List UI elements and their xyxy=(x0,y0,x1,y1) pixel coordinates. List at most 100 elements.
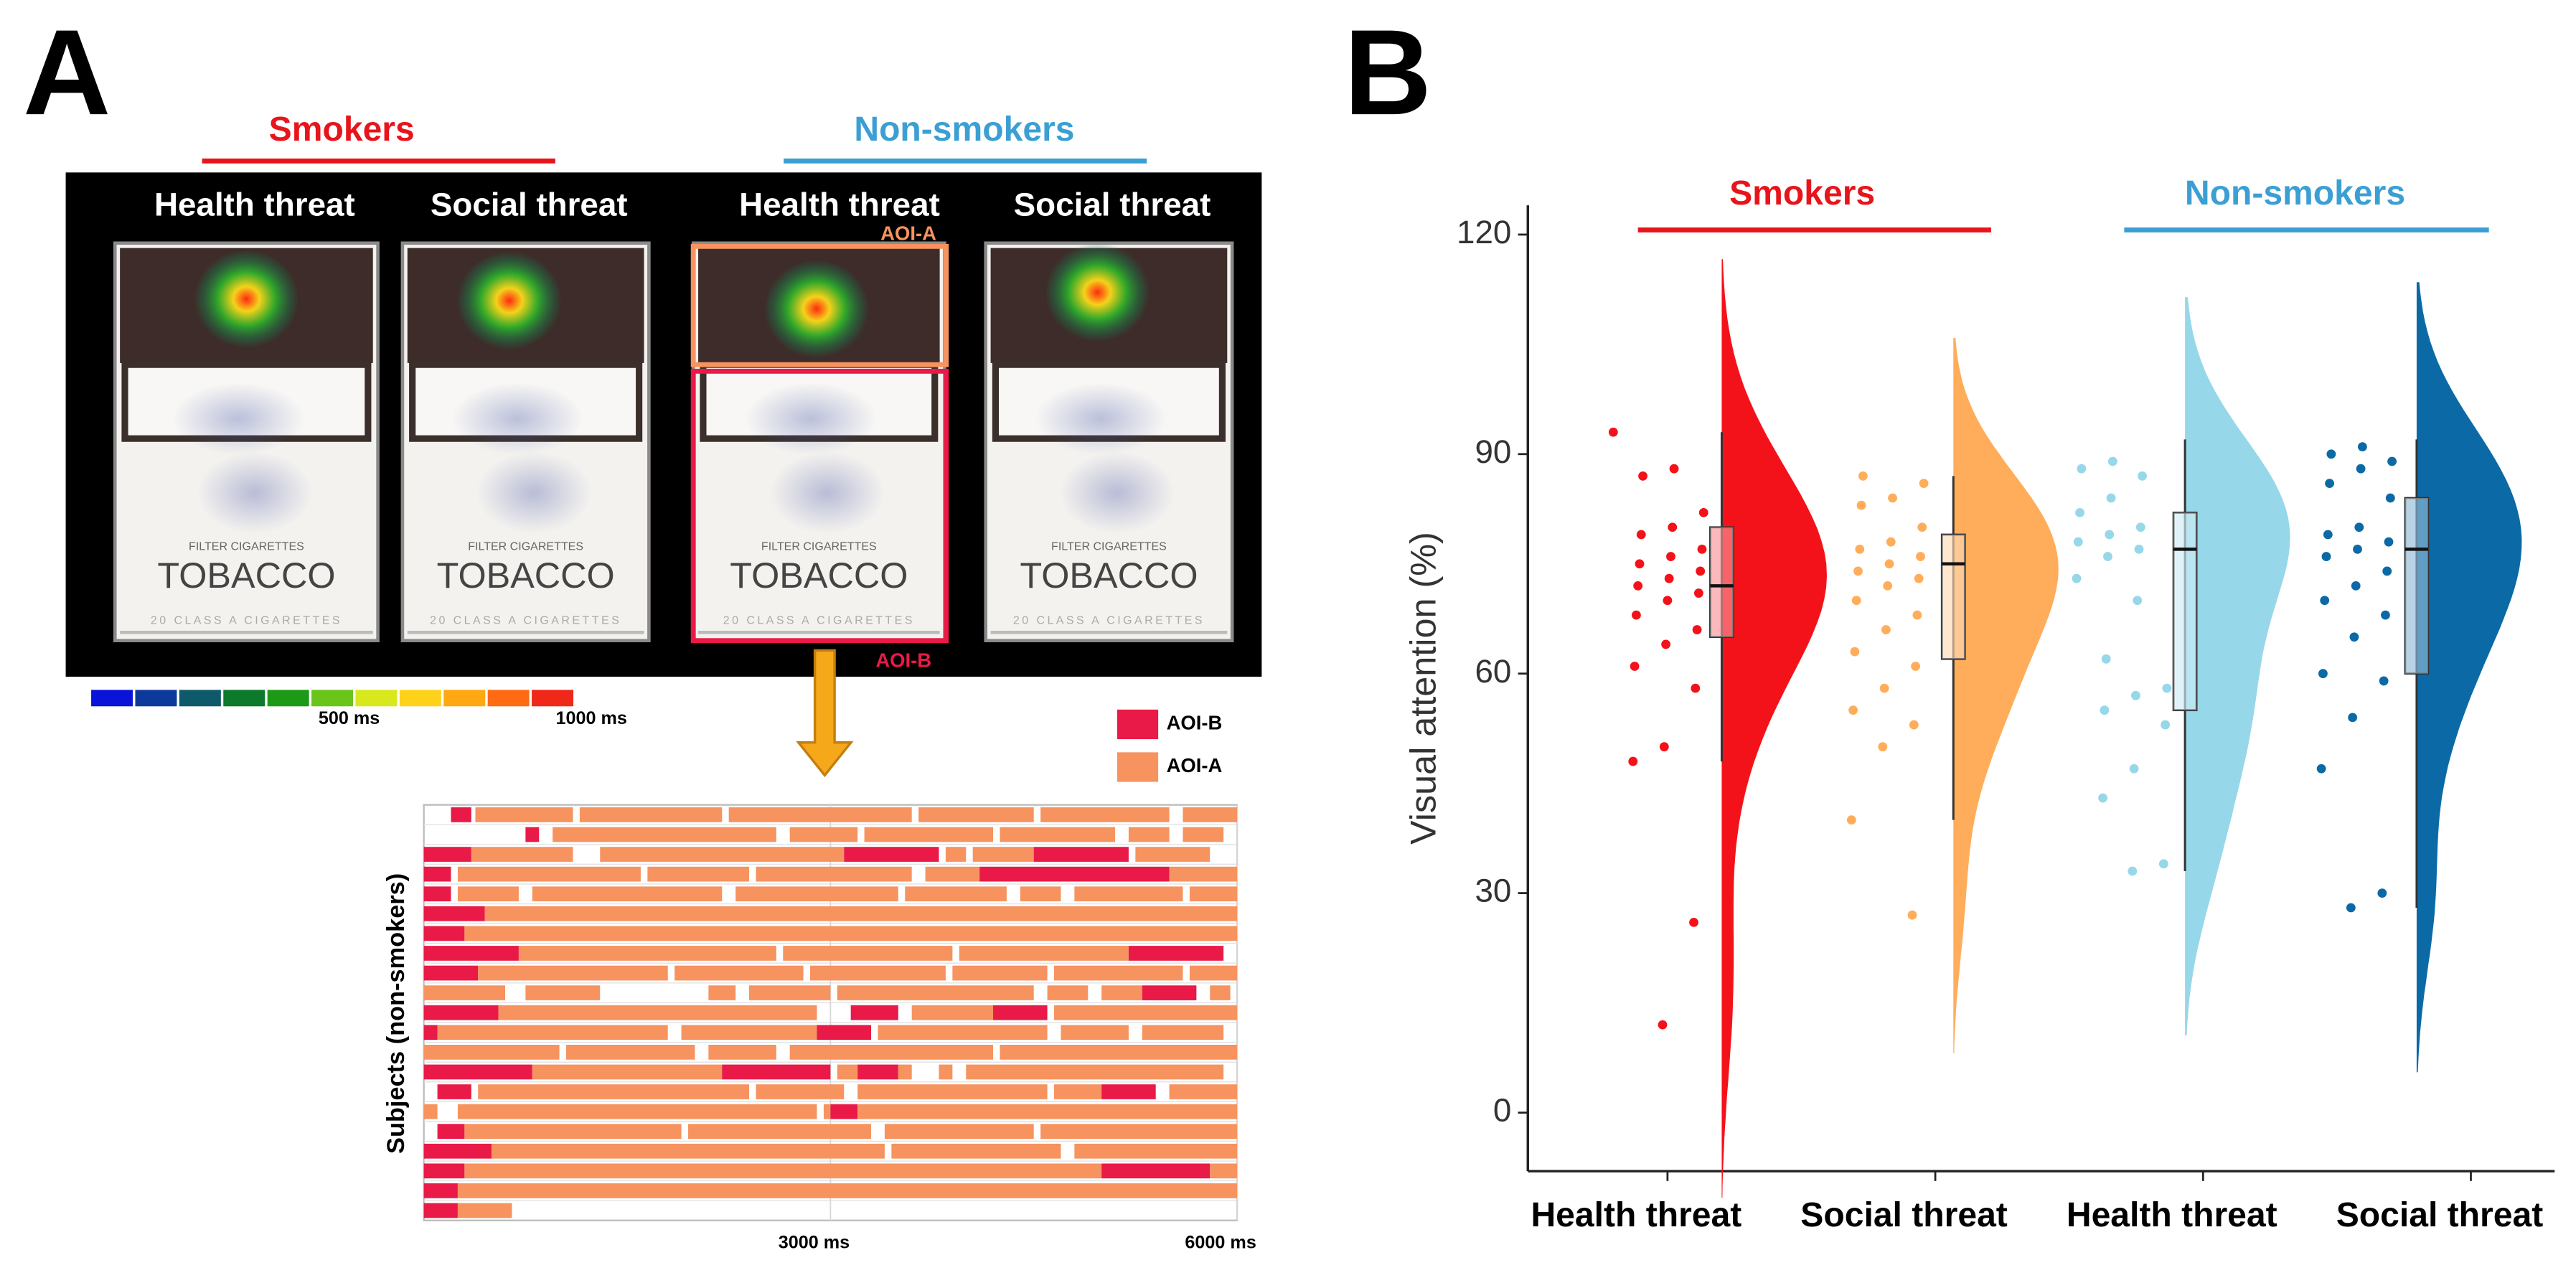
gaze-segment xyxy=(1074,1143,1238,1159)
point xyxy=(2316,764,2326,774)
gaze-segment xyxy=(850,1005,898,1020)
point xyxy=(2387,456,2397,466)
gaze-segment xyxy=(1189,965,1238,981)
gaze-segment xyxy=(918,807,1034,822)
point xyxy=(2134,544,2144,554)
colorbar-block xyxy=(135,690,177,707)
point xyxy=(1912,610,1922,620)
point xyxy=(1659,742,1669,752)
colorbar-block xyxy=(487,690,530,707)
point xyxy=(2077,464,2087,474)
x-tick-label: 3000 ms xyxy=(779,1232,850,1252)
gaze-segment xyxy=(600,847,845,862)
point xyxy=(1698,507,1708,517)
point xyxy=(2103,552,2112,561)
gaze-segment xyxy=(1054,1005,1238,1020)
gaze-segment xyxy=(1061,1025,1129,1041)
gaze-segment xyxy=(1169,1084,1238,1099)
gaze-segment xyxy=(857,1064,898,1080)
gaze-segment xyxy=(911,1005,994,1020)
point xyxy=(1888,493,1897,503)
box-tint xyxy=(2405,497,2428,674)
violin xyxy=(2416,282,2522,1073)
gaze-segment xyxy=(1040,807,1170,822)
gaze-segment xyxy=(1047,985,1089,1000)
colorbar-block xyxy=(311,690,354,707)
condition-label: Social threat xyxy=(1014,187,1211,223)
point xyxy=(2107,456,2117,466)
gaze-segment xyxy=(423,985,506,1000)
point xyxy=(1909,720,1919,730)
gaze-segment xyxy=(457,866,641,882)
gaze-segment xyxy=(423,886,451,902)
point xyxy=(1668,522,1678,532)
group-label: Smokers xyxy=(1729,174,1875,212)
gaze-segment xyxy=(1128,827,1170,842)
gaze-segment xyxy=(884,1124,1034,1140)
gaze-segment xyxy=(905,886,1007,902)
pack-text: 20 CLASS A CIGARETTES xyxy=(1013,614,1205,626)
colorbar-block xyxy=(532,690,574,707)
point xyxy=(1855,544,1865,554)
pack-text: FILTER CIGARETTES xyxy=(189,540,304,553)
gaze-segment xyxy=(674,965,804,981)
gaze-segment xyxy=(722,1064,831,1080)
gaze-segment xyxy=(837,1064,858,1080)
point xyxy=(1886,537,1896,547)
pack-brand: TOBACCO xyxy=(1020,555,1198,596)
gaze-haze xyxy=(172,382,304,456)
gaze-segment xyxy=(756,1084,845,1099)
gaze-segment xyxy=(898,1064,912,1080)
pack-brand: TOBACCO xyxy=(730,555,908,596)
point xyxy=(2106,493,2116,503)
point xyxy=(1689,917,1698,927)
point xyxy=(2323,530,2333,540)
gaze-segment xyxy=(464,1124,682,1140)
colorbar-tick-label: 1000 ms xyxy=(556,708,627,728)
gaze-segment xyxy=(708,1044,776,1060)
group-label: Non-smokers xyxy=(2185,174,2405,212)
point xyxy=(1856,500,1866,510)
gaze-segment xyxy=(1128,946,1224,961)
gaze-segment xyxy=(749,985,831,1000)
point xyxy=(1628,756,1638,766)
gaze-segment xyxy=(423,1163,465,1179)
point xyxy=(1917,522,1927,532)
gaze-segment xyxy=(1054,965,1183,981)
violin xyxy=(2185,297,2290,1036)
gaze-segment xyxy=(1183,807,1238,822)
point xyxy=(2098,793,2108,803)
box xyxy=(1940,533,1966,660)
pack-brand: TOBACCO xyxy=(157,555,335,596)
gaze-segment xyxy=(1074,886,1183,902)
gaze-segment xyxy=(437,1084,471,1099)
point xyxy=(1916,552,1925,561)
gaze-haze xyxy=(745,382,877,456)
gaze-segment xyxy=(945,847,967,862)
gaze-segment xyxy=(423,1064,532,1080)
gaze-segment xyxy=(728,807,912,822)
point xyxy=(1919,479,1929,489)
gaze-segment xyxy=(498,1005,817,1020)
x-tick-label: Health threat xyxy=(1531,1196,1741,1234)
heat-blob xyxy=(1045,243,1150,342)
gaze-segment xyxy=(837,985,1034,1000)
gaze-segment xyxy=(423,1025,438,1041)
point xyxy=(2377,888,2387,898)
point xyxy=(2385,493,2395,503)
gaze-segment xyxy=(688,1124,872,1140)
gaze-segment xyxy=(789,1044,994,1060)
heat-blob xyxy=(763,259,870,359)
arrow xyxy=(796,649,854,778)
gaze-segment xyxy=(878,1025,1048,1041)
point xyxy=(1630,662,1640,671)
y-tick-label: 90 xyxy=(1475,433,1511,470)
gaze-segment xyxy=(532,1064,723,1080)
aoi-label: AOI-A xyxy=(880,222,936,245)
gaze-segment xyxy=(925,866,980,882)
colorbar-tick-label: 500 ms xyxy=(319,708,380,728)
point xyxy=(2353,544,2362,554)
gaze-segment xyxy=(464,926,1238,941)
gaze-segment xyxy=(891,1143,1061,1159)
